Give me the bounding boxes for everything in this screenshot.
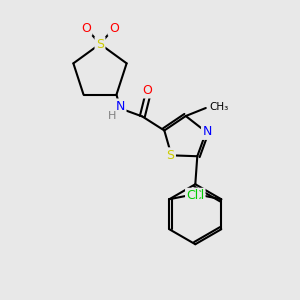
Text: O: O <box>109 22 119 34</box>
Text: N: N <box>202 125 212 138</box>
Text: H: H <box>108 112 116 122</box>
Text: O: O <box>81 22 91 34</box>
Text: S: S <box>167 149 175 162</box>
Text: CH₃: CH₃ <box>210 102 229 112</box>
Text: Cl: Cl <box>192 189 205 202</box>
Text: O: O <box>142 84 152 97</box>
Text: Cl: Cl <box>186 189 198 202</box>
Text: S: S <box>96 38 104 50</box>
Text: N: N <box>116 100 125 113</box>
